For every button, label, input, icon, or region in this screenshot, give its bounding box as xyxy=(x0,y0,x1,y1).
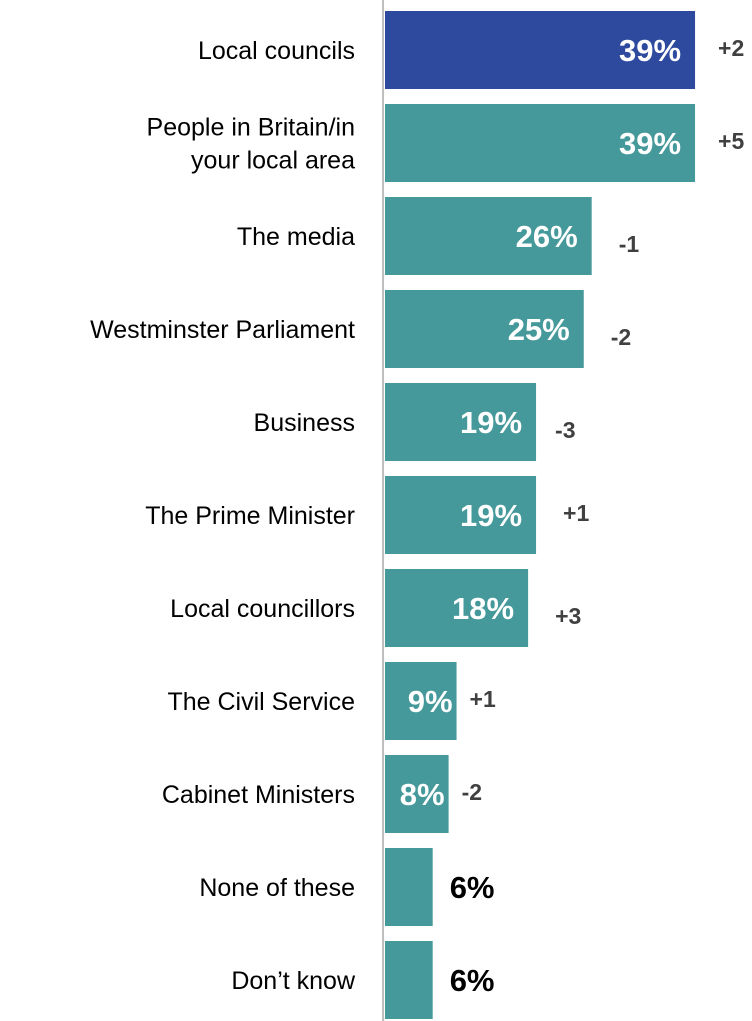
change-label-8: -2 xyxy=(462,779,482,805)
change-label-6: +3 xyxy=(555,603,581,629)
bar-5 xyxy=(385,476,537,554)
bar-4 xyxy=(385,383,537,461)
change-label-7: +1 xyxy=(470,686,496,712)
value-label-10: 6% xyxy=(450,963,495,998)
value-label-0: 39% xyxy=(619,33,681,68)
bar-10 xyxy=(385,941,433,1019)
value-label-8: 8% xyxy=(400,777,445,812)
bar-3 xyxy=(385,290,584,368)
change-label-3: -2 xyxy=(611,324,631,350)
category-label-4: Business xyxy=(254,409,355,437)
bar-0 xyxy=(385,11,696,89)
value-label-7: 9% xyxy=(408,684,453,719)
bar-6 xyxy=(385,569,529,647)
change-label-5: +1 xyxy=(563,500,589,526)
bar-8 xyxy=(385,755,449,833)
bars-group: Local councils 39% +2 People in Britain/in y… xyxy=(90,11,744,1019)
category-label-6: Local councillors xyxy=(170,595,355,623)
value-label-5: 19% xyxy=(460,498,522,533)
category-label-0: Local councils xyxy=(198,37,355,65)
bar-7 xyxy=(385,662,457,740)
value-label-6: 18% xyxy=(452,591,514,626)
category-label-5: The Prime Minister xyxy=(145,502,355,530)
value-label-2: 26% xyxy=(516,219,578,254)
change-label-4: -3 xyxy=(555,417,575,443)
value-label-9: 6% xyxy=(450,870,495,905)
change-label-1: +5 xyxy=(718,128,744,154)
category-label-1: People in Britain/in your local area xyxy=(147,114,356,175)
value-label-1: 39% xyxy=(619,126,681,161)
category-label-3: Westminster Parliament xyxy=(90,316,355,344)
change-label-2: -1 xyxy=(619,231,640,257)
bar-9 xyxy=(385,848,433,926)
category-label-2: The media xyxy=(237,223,355,251)
bar-1 xyxy=(385,104,696,182)
category-label-7: The Civil Service xyxy=(167,688,355,716)
category-label-8: Cabinet Ministers xyxy=(162,781,355,809)
category-label-9: None of these xyxy=(199,874,355,902)
bar-2 xyxy=(385,197,592,275)
change-label-0: +2 xyxy=(718,35,744,61)
value-label-3: 25% xyxy=(508,312,570,347)
category-label-10: Don’t know xyxy=(231,967,356,995)
value-label-4: 19% xyxy=(460,405,522,440)
